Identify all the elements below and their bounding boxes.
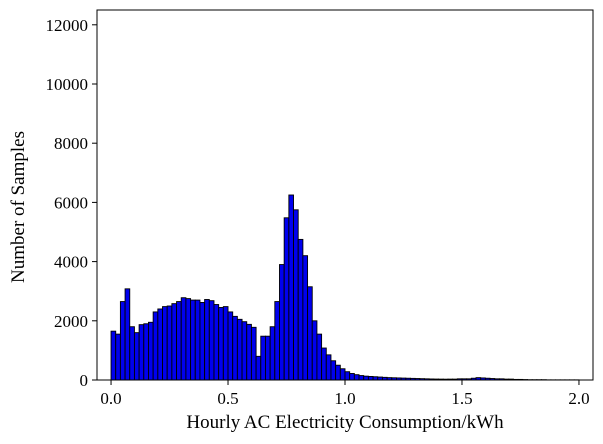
histogram-bar [344, 371, 351, 381]
y-tick-label: 12000 [46, 16, 89, 35]
histogram-bar [152, 311, 159, 381]
x-tick-label: 1.5 [451, 389, 472, 408]
histogram-bar [293, 209, 299, 381]
x-tick-label: 0.0 [100, 389, 121, 408]
histogram-bar [180, 297, 187, 381]
y-axis: 0 2000 4000 6000 8000 10000 12000 [46, 16, 97, 390]
histogram-bar [115, 333, 121, 381]
histogram-bar [199, 301, 206, 381]
y-tick-label: 6000 [54, 193, 88, 212]
histogram-bar [367, 375, 374, 381]
histogram-bar [325, 354, 332, 381]
histogram-bar [148, 321, 154, 381]
histogram-bar [204, 299, 210, 381]
histogram-bar [358, 375, 365, 381]
histogram-bar [330, 360, 337, 381]
histogram-bar [335, 364, 341, 381]
y-tick-label: 2000 [54, 312, 88, 331]
histogram-bar [283, 217, 290, 381]
histogram-bar [279, 264, 285, 381]
histogram-bar [227, 311, 234, 381]
y-axis-title: Number of Samples [8, 131, 29, 283]
histogram-bar [274, 301, 280, 381]
histogram-bar [185, 298, 192, 381]
histogram-bar [208, 300, 215, 381]
x-axis: 0.0 0.5 1.0 1.5 2.0 [100, 380, 590, 408]
histogram-bars [110, 194, 580, 381]
y-tick-label: 8000 [54, 134, 88, 153]
histogram-bar [157, 308, 163, 381]
histogram-bar [171, 303, 177, 381]
y-tick-label: 0 [80, 371, 89, 390]
histogram-bar [119, 301, 126, 381]
histogram-bar [339, 368, 346, 381]
histogram-bar [349, 373, 355, 381]
y-tick-label: 4000 [54, 253, 88, 272]
histogram-bar [250, 326, 257, 381]
x-tick-label: 2.0 [568, 389, 589, 408]
histogram-bar [133, 332, 140, 381]
histogram-bar [288, 194, 294, 381]
histogram-bar [316, 333, 323, 381]
histogram-bar [194, 299, 201, 381]
histogram-bar [265, 335, 271, 381]
histogram-bar [232, 315, 238, 381]
histogram-bar [190, 299, 196, 381]
histogram-bar [269, 326, 276, 381]
histogram-bar [302, 255, 309, 381]
x-tick-label: 0.5 [217, 389, 238, 408]
histogram-bar [353, 374, 360, 381]
histogram-bar [124, 288, 131, 381]
histogram-bar [129, 326, 135, 381]
histogram-bar [307, 286, 313, 381]
x-tick-label: 1.0 [334, 389, 355, 408]
histogram-bar [166, 305, 173, 381]
histogram-bar [241, 321, 248, 381]
x-axis-title: Hourly AC Electricity Consumption/kWh [186, 412, 504, 433]
histogram-bar [110, 330, 117, 381]
histogram-bar [246, 323, 252, 381]
histogram-bar [143, 323, 149, 381]
histogram-bar [218, 307, 224, 381]
histogram-bar [162, 306, 168, 381]
histogram-bar [297, 238, 304, 381]
histogram-bar [138, 324, 145, 381]
histogram-bar [311, 320, 318, 381]
histogram-bar [321, 347, 327, 381]
histogram-bar [363, 375, 369, 381]
histogram-bar [236, 318, 243, 381]
histogram-bar [213, 304, 220, 381]
histogram-bar [176, 301, 182, 381]
histogram-bar [222, 306, 229, 381]
y-tick-label: 10000 [46, 75, 89, 94]
histogram-bar [260, 335, 266, 381]
histogram-bar [255, 355, 262, 381]
